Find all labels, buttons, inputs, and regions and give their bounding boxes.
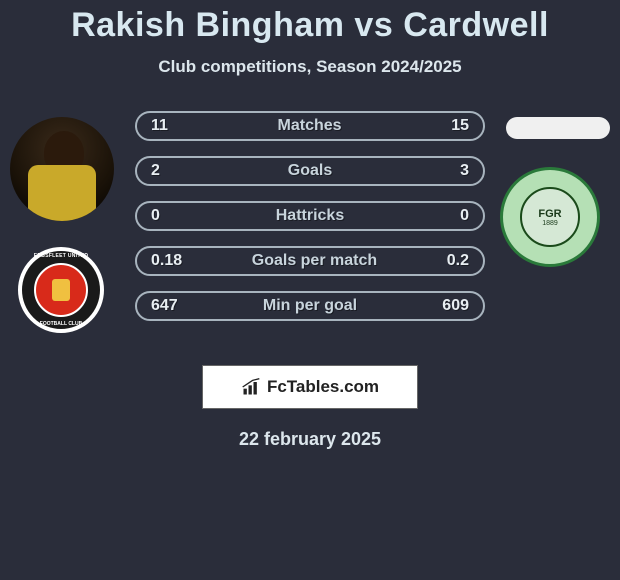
date-label: 22 february 2025 (0, 429, 620, 450)
club-right-inner: FGR 1889 (520, 187, 580, 247)
main-area: EBBSFLEET UNITED FOOTBALL CLUB FGR 1889 … (0, 107, 620, 347)
stat-left-value: 647 (151, 297, 178, 315)
stat-row: 0.18 Goals per match 0.2 (135, 246, 485, 276)
brand-text: FcTables.com (267, 377, 379, 397)
stat-row: 11 Matches 15 (135, 111, 485, 141)
stat-label: Goals per match (182, 252, 447, 270)
player-left-avatar (10, 117, 114, 221)
club-right-badge: FGR 1889 (500, 167, 600, 267)
stat-right-value: 0 (460, 207, 469, 225)
stat-left-value: 11 (151, 117, 168, 135)
bar-chart-icon (241, 377, 261, 397)
stat-label: Min per goal (178, 297, 443, 315)
stat-right-value: 15 (451, 117, 469, 135)
stat-left-value: 0.18 (151, 252, 182, 270)
stat-label: Matches (168, 117, 451, 135)
stat-left-value: 2 (151, 162, 160, 180)
club-right-year: 1889 (542, 220, 558, 227)
stat-label: Hattricks (160, 207, 460, 225)
stat-label: Goals (160, 162, 460, 180)
stat-row: 647 Min per goal 609 (135, 291, 485, 321)
stat-right-value: 3 (460, 162, 469, 180)
stat-row: 0 Hattricks 0 (135, 201, 485, 231)
stat-right-value: 609 (442, 297, 469, 315)
stats-table: 11 Matches 15 2 Goals 3 0 Hattricks 0 0.… (135, 111, 485, 336)
stat-left-value: 0 (151, 207, 160, 225)
page-title: Rakish Bingham vs Cardwell (0, 6, 620, 45)
club-right-abbrev: FGR (538, 208, 561, 220)
stat-right-value: 0.2 (447, 252, 469, 270)
club-left-badge: EBBSFLEET UNITED FOOTBALL CLUB (18, 247, 104, 333)
club-left-inner-icon (34, 263, 88, 317)
brand-box[interactable]: FcTables.com (202, 365, 418, 409)
club-left-name-bottom: FOOTBALL CLUB (40, 321, 82, 327)
comparison-card: Rakish Bingham vs Cardwell Club competit… (0, 0, 620, 450)
subtitle: Club competitions, Season 2024/2025 (0, 57, 620, 77)
stat-row: 2 Goals 3 (135, 156, 485, 186)
player-right-avatar (506, 117, 610, 139)
club-left-name-top: EBBSFLEET UNITED (34, 253, 89, 259)
